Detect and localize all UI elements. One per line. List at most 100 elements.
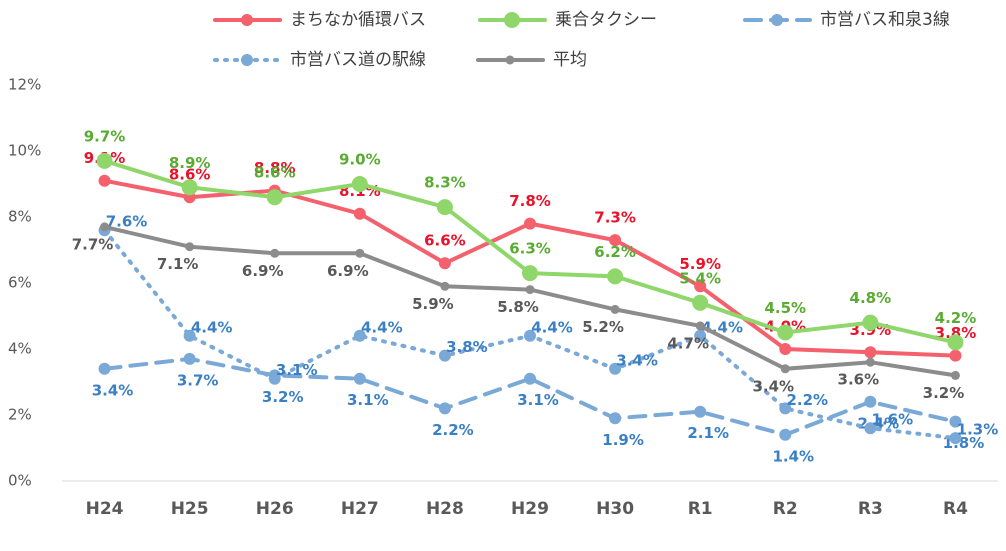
x-tick-label: H27 xyxy=(341,499,379,519)
series-line xyxy=(102,356,958,437)
data-label: 3.8% xyxy=(446,338,488,356)
legend-marker xyxy=(241,14,253,26)
data-label: 7.3% xyxy=(594,209,636,227)
data-label: 9.0% xyxy=(339,151,381,169)
point xyxy=(864,346,877,359)
legend-marker xyxy=(241,54,253,66)
point xyxy=(438,257,451,270)
point xyxy=(96,152,113,169)
point xyxy=(438,349,451,362)
point xyxy=(524,217,536,230)
y-tick-label: 0% xyxy=(8,472,32,490)
point xyxy=(438,402,451,415)
data-label: 3.4% xyxy=(92,381,134,399)
point xyxy=(949,349,962,362)
data-label: 1.4% xyxy=(772,447,814,465)
legend-label: 平均 xyxy=(553,50,587,70)
data-label: 3.1% xyxy=(517,391,559,409)
point xyxy=(436,199,453,216)
point xyxy=(777,324,794,341)
y-tick-label: 12% xyxy=(8,76,41,94)
point xyxy=(183,352,196,365)
data-label: 4.4% xyxy=(361,318,403,336)
legend-label: 市営バス道の駅線 xyxy=(290,50,426,70)
point xyxy=(779,402,792,415)
point xyxy=(779,343,792,355)
data-label: 5.2% xyxy=(582,318,624,336)
data-label: 3.7% xyxy=(177,371,219,389)
data-label: 6.9% xyxy=(242,262,284,280)
point xyxy=(695,321,705,331)
point xyxy=(865,357,875,367)
data-label: 7.6% xyxy=(106,213,148,231)
point xyxy=(779,428,792,441)
x-tick-label: H30 xyxy=(596,499,634,519)
legend-marker xyxy=(505,55,515,65)
y-tick-label: 10% xyxy=(8,142,41,160)
data-label: 2.1% xyxy=(687,424,729,442)
x-tick-label: R2 xyxy=(773,499,798,519)
point xyxy=(522,265,538,282)
point xyxy=(609,362,622,375)
data-label: 3.2% xyxy=(262,388,304,406)
data-label: 6.9% xyxy=(327,262,369,280)
point xyxy=(524,372,536,385)
x-tick-label: H29 xyxy=(511,499,549,519)
point xyxy=(694,329,707,342)
data-label: 5.9% xyxy=(679,255,721,273)
data-label: 3.1% xyxy=(347,391,389,409)
data-label: 1.6% xyxy=(872,411,914,429)
data-label: 5.9% xyxy=(412,295,454,313)
point xyxy=(266,189,283,206)
y-tick-label: 4% xyxy=(8,340,32,358)
data-label: 7.8% xyxy=(509,192,551,210)
point xyxy=(525,285,535,295)
point xyxy=(183,329,196,342)
x-tick-label: H25 xyxy=(171,499,209,519)
point xyxy=(949,432,962,445)
legend-label: 乗合タクシー xyxy=(555,10,657,30)
legend-marker xyxy=(504,12,520,28)
data-label: 4.8% xyxy=(850,289,892,307)
point xyxy=(270,248,280,258)
data-label: 3.4% xyxy=(752,377,794,395)
legend-marker xyxy=(771,14,783,26)
y-tick-label: 8% xyxy=(8,208,32,226)
point xyxy=(98,174,111,187)
point xyxy=(950,370,960,380)
x-tick-label: R3 xyxy=(858,499,883,519)
point xyxy=(185,242,195,252)
point xyxy=(100,222,110,232)
y-tick-label: 2% xyxy=(8,406,32,424)
data-label: 5.8% xyxy=(497,298,539,316)
data-label: 8.6% xyxy=(254,164,296,182)
x-tick-label: R4 xyxy=(943,499,968,519)
data-label: 8.6% xyxy=(169,166,211,184)
point xyxy=(524,329,536,342)
legend-label: 市営バス和泉3線 xyxy=(820,10,950,30)
data-label: 9.7% xyxy=(84,127,126,145)
data-label: 7.7% xyxy=(72,235,114,253)
point xyxy=(864,395,877,408)
x-tick-label: H28 xyxy=(426,499,464,519)
data-label: 1.3% xyxy=(957,421,999,439)
data-label: 1.9% xyxy=(602,431,644,449)
data-label: 4.5% xyxy=(764,299,806,317)
point xyxy=(694,280,707,293)
point xyxy=(949,415,962,428)
point xyxy=(353,372,366,385)
data-label: 8.8% xyxy=(254,159,296,177)
data-label: 7.1% xyxy=(157,255,199,273)
data-label: 4.2% xyxy=(935,309,977,327)
point xyxy=(353,329,366,342)
data-label: 2.2% xyxy=(432,421,474,439)
point xyxy=(609,234,622,247)
y-tick-label: 6% xyxy=(8,274,32,292)
data-label: 2.2% xyxy=(786,391,828,409)
data-label: 3.1% xyxy=(276,361,318,379)
data-label: 4.4% xyxy=(531,318,573,336)
point xyxy=(607,268,624,285)
data-label: 3.2% xyxy=(923,384,965,402)
point xyxy=(355,248,365,258)
